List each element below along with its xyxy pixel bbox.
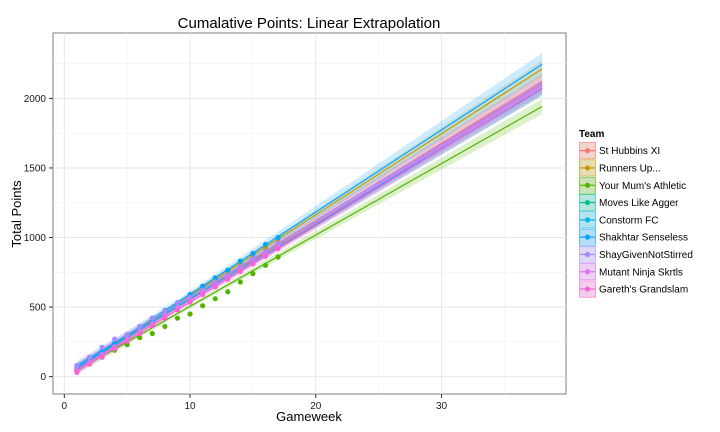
legend-key-point xyxy=(584,251,591,258)
data-point xyxy=(200,291,206,298)
data-point xyxy=(250,250,256,257)
data-point xyxy=(225,276,231,282)
legend-label: Shakhtar Senseless xyxy=(599,233,688,244)
legend: Team St Hubbins XI Runners Up... Your Mum'… xyxy=(578,129,693,299)
data-point xyxy=(275,246,281,252)
data-point xyxy=(86,354,93,360)
data-point xyxy=(174,300,181,306)
data-point xyxy=(137,335,143,341)
legend-key-point xyxy=(584,286,591,292)
data-point xyxy=(200,303,206,309)
y-tick-label: 2000 xyxy=(24,94,47,105)
data-point xyxy=(162,315,168,321)
data-point xyxy=(74,362,80,369)
data-point xyxy=(174,307,181,313)
legend-label: Mutant Ninja Skrtls xyxy=(599,267,683,278)
data-point xyxy=(212,284,218,290)
legend-key-point xyxy=(584,234,591,240)
data-point xyxy=(86,361,93,367)
x-tick-label: 0 xyxy=(62,401,68,412)
y-tick-label: 500 xyxy=(29,303,46,314)
legend-item: Gareth's Grandslam xyxy=(578,279,688,299)
legend-key-point xyxy=(584,199,591,206)
x-tick-label: 20 xyxy=(310,401,322,412)
data-point xyxy=(212,275,218,281)
data-point xyxy=(137,330,143,337)
data-point xyxy=(112,346,118,352)
legend-label: Moves Like Agger xyxy=(599,198,679,209)
chart-title: Cumalative Points: Linear Extrapolation xyxy=(178,15,441,32)
y-tick-label: 1000 xyxy=(24,233,47,244)
data-point xyxy=(212,296,218,302)
legend-label: St Hubbins XI xyxy=(599,146,660,157)
legend-key-point xyxy=(584,148,591,154)
legend-item: Shakhtar Senseless xyxy=(578,228,688,247)
data-point xyxy=(262,241,269,248)
legend-key-point xyxy=(584,217,591,223)
legend-title: Team xyxy=(579,129,604,140)
data-point xyxy=(162,308,168,314)
x-axis-ticks: 0 10 20 30 xyxy=(62,394,448,412)
y-tick-label: 1500 xyxy=(24,163,47,174)
x-tick-label: 30 xyxy=(436,401,448,412)
legend-item: Mutant Ninja Skrtls xyxy=(578,262,683,281)
data-point xyxy=(275,234,281,241)
data-point xyxy=(124,332,130,338)
data-point xyxy=(149,323,155,329)
data-point xyxy=(124,338,130,344)
data-point xyxy=(137,323,143,330)
data-point xyxy=(200,283,206,289)
x-tick-label: 10 xyxy=(184,401,196,412)
confidence-band-6 xyxy=(76,74,543,370)
legend-label: Your Mum's Athletic xyxy=(599,181,686,192)
data-point xyxy=(187,311,193,317)
data-point xyxy=(162,323,168,330)
legend-item: Moves Like Agger xyxy=(578,193,679,212)
legend-label: Constorm FC xyxy=(599,215,658,226)
data-point xyxy=(187,299,193,305)
legend-key-point xyxy=(584,165,591,171)
data-point xyxy=(250,271,256,277)
data-point xyxy=(112,336,118,342)
data-point xyxy=(275,254,281,260)
legend-label: ShayGivenNotStirred xyxy=(599,250,693,261)
legend-item: Constorm FC xyxy=(578,210,658,229)
data-point xyxy=(262,262,269,268)
data-point xyxy=(225,267,231,273)
data-point xyxy=(250,261,256,267)
legend-item: Your Mum's Athletic xyxy=(578,176,686,195)
legend-items: St Hubbins XI Runners Up... Your Mum's Ath… xyxy=(578,141,693,299)
y-axis-ticks: 0 500 1000 1500 2000 xyxy=(24,94,53,383)
gridlines xyxy=(53,33,566,394)
y-axis-title: Total Points xyxy=(9,180,24,248)
data-points xyxy=(74,234,281,376)
data-point xyxy=(225,289,231,295)
data-point xyxy=(237,268,243,275)
data-point xyxy=(237,279,243,285)
data-point xyxy=(99,354,105,360)
data-point xyxy=(262,253,269,259)
data-point xyxy=(149,315,155,321)
data-point xyxy=(174,315,181,321)
data-point xyxy=(149,330,155,337)
legend-label: Runners Up... xyxy=(599,163,661,174)
y-tick-label: 0 xyxy=(40,372,46,383)
legend-label: Gareth's Grandslam xyxy=(599,285,688,296)
data-point xyxy=(237,258,243,264)
legend-key-point xyxy=(584,182,591,188)
data-point xyxy=(99,344,105,350)
confidence-band-2 xyxy=(76,99,543,375)
data-point xyxy=(74,369,80,376)
x-axis-title: Gameweek xyxy=(276,409,342,424)
legend-key-point xyxy=(584,269,591,275)
legend-item: St Hubbins XI xyxy=(578,141,660,160)
legend-item: ShayGivenNotStirred xyxy=(578,245,693,264)
legend-item: Runners Up... xyxy=(578,158,661,178)
